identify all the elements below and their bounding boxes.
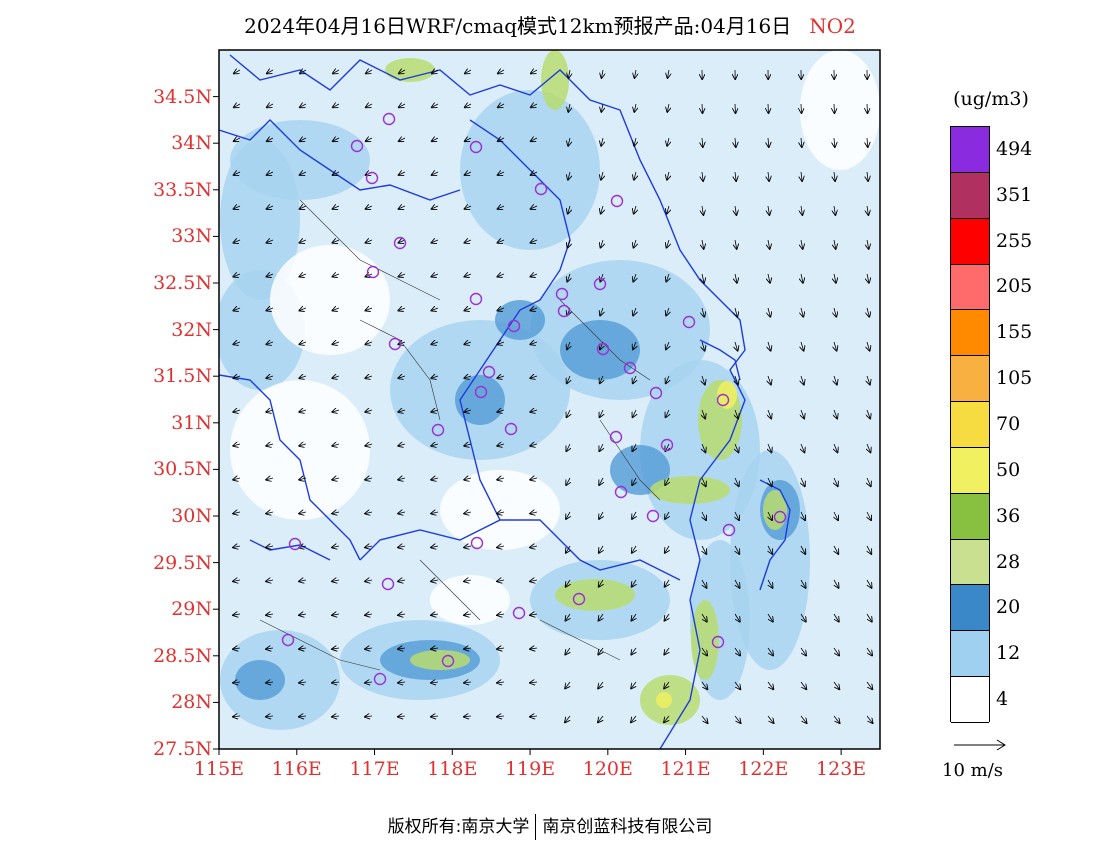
colorbar-label: 36 [996,504,1021,527]
lat-label: 32N [171,318,212,341]
colorbar-cell [951,447,989,494]
lon-label: 115E [193,758,245,780]
lat-label: 32.5N [153,272,212,294]
colorbar-cell [951,218,989,265]
colorbar-label: 105 [996,367,1033,390]
plot-frame [218,49,881,750]
lat-label: 29.5N [153,551,212,574]
lon-label: 121E [660,758,711,780]
lat-label: 30.5N [153,458,212,481]
colorbar-label: 205 [996,275,1033,298]
lat-label: 28.5N [153,644,212,667]
axis-ticks [213,96,842,755]
chart-title: 2024年04月16日WRF/cmaq模式12km预报产品:04月16日 NO2 [0,10,1100,39]
lat-label: 31N [171,411,212,434]
colorbar-cell [951,127,989,173]
colorbar-label: 70 [996,413,1021,435]
colorbar-cell [951,677,989,723]
colorbar-label: 12 [996,642,1021,665]
colorbar [950,126,990,723]
reference-vector-label: 10 m/s [942,760,1003,781]
colorbar-label: 28 [996,550,1021,573]
copyright-right: 南京创蓝科技有限公司 [542,817,713,837]
monitoring-stations [281,112,787,686]
colorbar-cell [951,631,989,678]
lon-label: 116E [271,758,322,780]
colorbar-label: 351 [996,183,1033,206]
colorbar-cell [951,172,989,219]
lon-label: 118E [427,758,478,780]
colorbar-cell [951,493,989,540]
pollutant-species: NO2 [809,14,856,38]
lat-label: 28N [171,691,212,714]
lon-label: 123E [816,758,867,780]
lon-label: 120E [582,758,633,780]
colorbar-label: 4 [996,688,1009,711]
colorbar-cell [951,585,989,632]
colorbar-cell [951,264,989,311]
footer-separator [535,814,537,840]
wind-vectors [233,70,873,723]
lat-label: 33N [171,225,212,248]
colorbar-label: 20 [996,596,1021,619]
lat-label: 29N [171,598,212,621]
lat-label: 33.5N [153,178,212,201]
lon-label: 122E [738,758,789,780]
copyright-left: 版权所有:南京大学 [387,817,530,837]
colorbar-cell [951,356,989,403]
colorbar-unit: (ug/m3) [953,88,1029,110]
lat-label: 34N [171,132,212,155]
colorbar-cell [951,310,989,357]
colorbar-cell [951,402,989,448]
lat-label: 31.5N [153,365,212,388]
boundaries-layer [219,54,791,749]
lon-label: 119E [504,758,556,780]
copyright-footer: 版权所有:南京大学 南京创蓝科技有限公司 [0,812,1100,840]
lat-label: 27.5N [153,738,212,760]
title-text: 2024年04月16日WRF/cmaq模式12km预报产品:04月16日 [244,14,792,38]
concentration-field [219,50,880,749]
reference-vector-arrow [954,739,1006,751]
colorbar-cell [951,539,989,586]
colorbar-label: 494 [996,137,1033,160]
lat-label: 34.5N [153,85,212,108]
lat-label: 30N [171,505,212,527]
colorbar-label: 255 [996,229,1033,252]
colorbar-label: 50 [996,458,1021,481]
lon-label: 117E [349,758,400,780]
colorbar-label: 155 [996,321,1033,344]
